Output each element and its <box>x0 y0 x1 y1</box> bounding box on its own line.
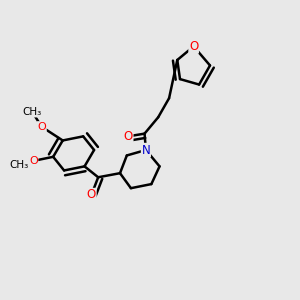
Text: O: O <box>38 122 46 132</box>
Text: CH₃: CH₃ <box>22 107 42 117</box>
Text: O: O <box>124 130 133 143</box>
Text: CH₃: CH₃ <box>10 160 29 170</box>
Text: O: O <box>189 40 198 53</box>
Text: N: N <box>142 143 150 157</box>
Text: O: O <box>87 188 96 202</box>
Text: O: O <box>29 156 38 166</box>
